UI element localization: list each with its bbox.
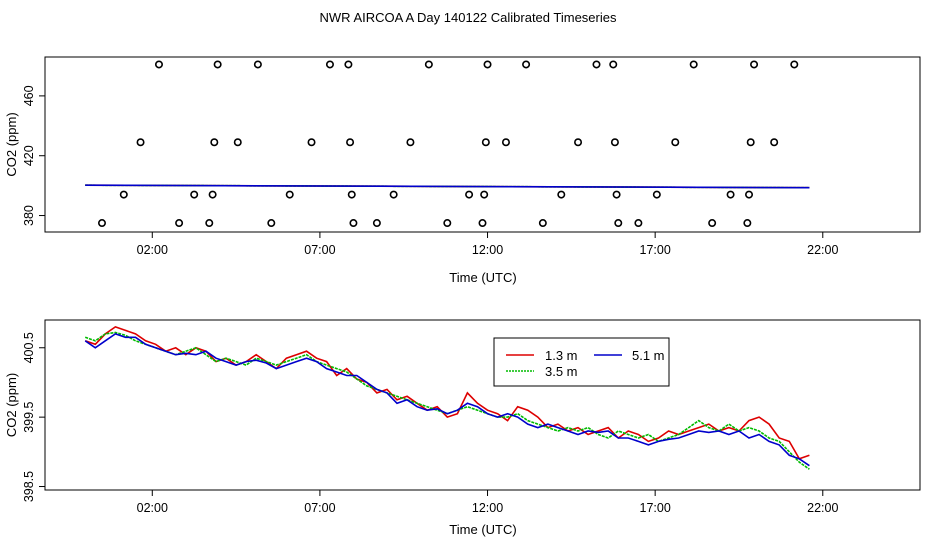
top-scatter-point [480, 190, 489, 199]
top-scatter-point [406, 138, 415, 147]
top-scatter-point [538, 219, 547, 228]
legend-box [493, 337, 670, 387]
top-scatter-point [522, 60, 531, 69]
bottom-x-tick-label: 02:00 [137, 501, 168, 515]
bottom-x-tick-label: 07:00 [304, 501, 335, 515]
top-y-tick-label: 460 [22, 85, 36, 106]
top-scatter-point [574, 138, 583, 147]
top-scatter-point [609, 60, 618, 69]
bottom-panel: 02:00 07:00 12:00 17:00 22:00 398.5 399.5 400.… [4, 319, 921, 537]
bottom-series-lines [84, 326, 810, 470]
top-x-tick-label: 02:00 [137, 243, 168, 257]
top-scatter-point [325, 60, 334, 69]
top-x-tick-label: 17:00 [640, 243, 671, 257]
top-scatter-point [592, 60, 601, 69]
top-scatter-point [346, 138, 355, 147]
top-scatter-point [213, 60, 222, 69]
bottom-y-axis-label: CO2 (ppm) [4, 373, 19, 437]
top-x-tick-label: 12:00 [472, 243, 503, 257]
bottom-y-tick-label: 398.5 [22, 471, 36, 502]
top-scatter-point [726, 190, 735, 199]
top-scatter-point [634, 219, 643, 228]
top-scatter-point [190, 190, 199, 199]
top-y-tick-label: 420 [22, 145, 36, 166]
top-scatter-point [267, 219, 276, 228]
top-scatter-point [708, 219, 717, 228]
top-scatter-point [389, 190, 398, 199]
top-scatter-point [154, 60, 163, 69]
bottom-x-axis-label: Time (UTC) [449, 522, 516, 537]
bottom-y-axis: 398.5 399.5 400.5 [22, 332, 46, 502]
top-scatter-point [790, 60, 799, 69]
legend-label-5-1m: 5.1 m [632, 348, 665, 363]
top-scatter-point [210, 138, 219, 147]
top-scatter-point [424, 60, 433, 69]
top-scatter-point [689, 60, 698, 69]
top-scatter-point [349, 219, 358, 228]
top-y-axis: 380 420 460 [22, 85, 46, 226]
bottom-x-axis: 02:00 07:00 12:00 17:00 22:00 [137, 489, 838, 515]
top-scatter-point [610, 138, 619, 147]
top-series-line-5-1-mm [85, 184, 810, 189]
top-scatter-point [97, 219, 106, 228]
top-scatter-point [253, 60, 262, 69]
top-scatter-point [612, 190, 621, 199]
top-scatter-point [205, 219, 214, 228]
top-scatter-point [501, 138, 510, 147]
legend: 1.3 m 5.1 m 3.5 m [493, 337, 670, 387]
top-scatter-point [671, 138, 680, 147]
top-y-tick-label: 380 [22, 205, 36, 226]
top-scatter-point [481, 138, 490, 147]
bottom-y-tick-label: 399.5 [22, 401, 36, 432]
top-scatter-point [745, 190, 754, 199]
top-scatter-point [347, 190, 356, 199]
top-scatter-point [557, 190, 566, 199]
top-x-tick-label: 22:00 [807, 243, 838, 257]
legend-label-3-5m: 3.5 m [545, 364, 578, 379]
top-scatter-point [344, 60, 353, 69]
top-scatter-point [443, 219, 452, 228]
top-scatter-point [750, 60, 759, 69]
top-scatter-point [483, 60, 492, 69]
legend-label-1-3m: 1.3 m [545, 348, 578, 363]
top-scatter-point [285, 190, 294, 199]
bottom-x-tick-label: 12:00 [472, 501, 503, 515]
top-scatter-point [746, 138, 755, 147]
top-scatter-point [465, 190, 474, 199]
bottom-plot-frame [44, 319, 921, 491]
top-scatter-point [652, 190, 661, 199]
top-scatter-point [233, 138, 242, 147]
bottom-x-tick-label: 22:00 [807, 501, 838, 515]
top-x-axis-label: Time (UTC) [449, 270, 516, 285]
top-plot-frame [44, 56, 921, 233]
bottom-series-line-3-5-mm [84, 331, 810, 470]
top-scatter-point [175, 219, 184, 228]
top-scatter-point [136, 138, 145, 147]
chart-title: NWR AIRCOA A Day 140122 Calibrated Times… [320, 10, 617, 25]
bottom-series-line-5-1-mm [84, 333, 810, 467]
top-y-axis-label: CO2 (ppm) [4, 112, 19, 176]
top-scatter-points [97, 60, 799, 228]
top-scatter-point [208, 190, 217, 199]
bottom-series-line-1-3-mm [84, 326, 810, 460]
top-scatter-point [307, 138, 316, 147]
top-x-tick-label: 07:00 [304, 243, 335, 257]
bottom-y-tick-label: 400.5 [22, 332, 36, 363]
top-scatter-point [743, 219, 752, 228]
top-series-lines [85, 184, 810, 189]
top-scatter-point [614, 219, 623, 228]
top-scatter-point [478, 219, 487, 228]
top-scatter-point [119, 190, 128, 199]
bottom-x-tick-label: 17:00 [640, 501, 671, 515]
top-scatter-point [770, 138, 779, 147]
top-scatter-point [372, 219, 381, 228]
top-x-axis: 02:00 07:00 12:00 17:00 22:00 [137, 231, 838, 257]
top-panel: 02:00 07:00 12:00 17:00 22:00 380 420 460 Time… [4, 56, 921, 285]
